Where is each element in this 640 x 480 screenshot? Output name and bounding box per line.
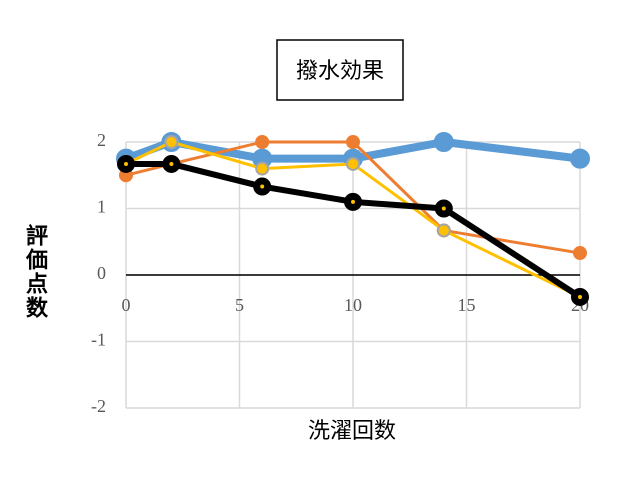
data-point [346,156,360,171]
data-point [255,135,270,149]
data-point-center [578,294,582,299]
y-tick-label: -2 [91,396,106,416]
data-point [436,223,451,238]
data-point-center [260,184,265,189]
data-point-center [441,206,446,211]
data-point-center [351,199,355,204]
x-tick-label: 5 [235,295,244,315]
data-point [570,148,590,169]
chart-title: 撥水効果 [296,59,384,84]
data-point [433,132,454,152]
data-point [255,161,270,176]
data-point [164,135,179,149]
data-point [346,135,360,149]
y-tick-label: -1 [91,330,106,350]
y-tick-label: 2 [97,130,106,150]
x-tick-label: 10 [344,295,362,315]
title-box [276,39,404,101]
x-tick-label: 0 [122,295,131,315]
data-point-center [124,161,128,166]
y-tick-label: 0 [97,263,106,283]
data-point-center [169,161,174,166]
x-axis-title: 洗濯回数 [308,419,396,444]
x-tick-label: 15 [458,295,476,315]
y-axis-title: 評価点数 [22,223,49,320]
data-point [573,246,587,261]
series-line [125,140,581,299]
y-tick-label: 1 [97,197,106,217]
